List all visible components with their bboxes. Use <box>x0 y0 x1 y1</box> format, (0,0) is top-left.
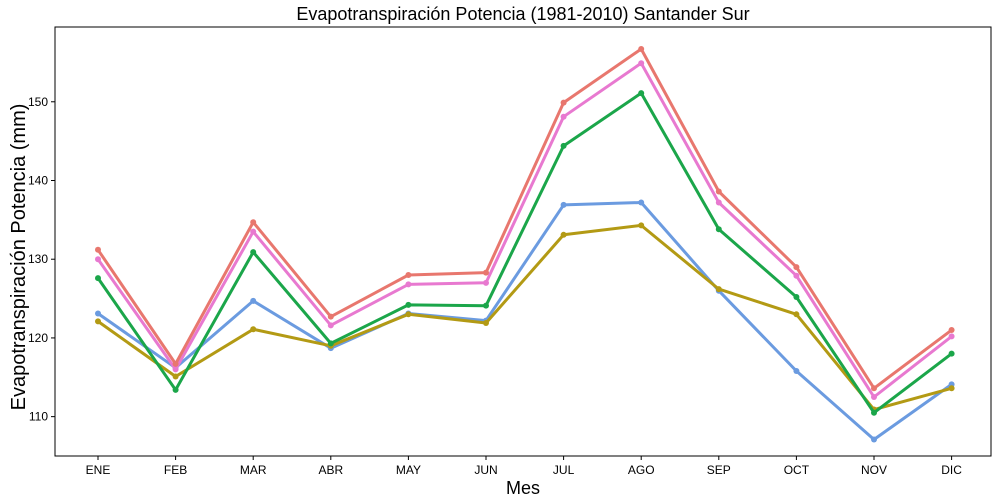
data-point <box>483 269 489 276</box>
x-tick-label: ENE <box>86 463 111 477</box>
x-tick-label: DIC <box>941 463 962 477</box>
data-point <box>405 301 412 308</box>
chart-title: Evapotranspiración Potencia (1981-2010) … <box>296 4 749 24</box>
data-point <box>638 46 645 53</box>
y-tick-label: 150 <box>28 95 48 109</box>
x-axis: ENE FEB MAR ABR MAY JUN JUL AGO SEP OCT NOV DIC <box>86 456 962 477</box>
data-point <box>871 409 877 416</box>
data-point <box>95 246 101 253</box>
series-3 <box>95 90 955 416</box>
data-point <box>172 366 179 373</box>
data-point <box>793 367 800 374</box>
data-point <box>715 286 722 293</box>
series-line <box>96 47 954 390</box>
data-point <box>560 142 567 149</box>
data-point <box>405 311 412 318</box>
data-point <box>871 385 877 392</box>
series-2 <box>95 222 955 413</box>
series-line <box>96 223 954 412</box>
y-axis: 110 120 130 140 150 <box>28 95 55 424</box>
data-point <box>638 199 645 206</box>
data-point <box>560 99 567 106</box>
x-tick-label: NOV <box>861 463 887 477</box>
data-point <box>405 281 412 288</box>
y-tick-label: 110 <box>29 410 48 424</box>
y-tick-label: 120 <box>28 331 48 345</box>
x-tick-label: AGO <box>628 463 655 477</box>
data-point <box>405 271 412 278</box>
data-point <box>327 322 334 329</box>
data-point <box>793 272 800 279</box>
data-point <box>172 386 179 393</box>
x-tick-label: ABR <box>318 463 343 477</box>
y-axis-label: Evapotranspiración Potencia (mm) <box>8 104 30 411</box>
data-point <box>483 319 489 326</box>
series-4 <box>95 60 955 400</box>
series-line <box>96 201 954 441</box>
series-line <box>96 61 954 399</box>
series-5 <box>95 46 955 392</box>
data-point <box>250 297 257 304</box>
x-tick-label: MAR <box>240 463 267 477</box>
data-point <box>172 360 179 367</box>
x-tick-label: FEB <box>164 463 187 477</box>
x-tick-label: JUN <box>474 463 497 477</box>
data-point <box>638 222 645 229</box>
data-point <box>95 275 101 282</box>
data-point <box>948 327 955 334</box>
data-point <box>250 326 257 333</box>
series-line <box>96 91 954 415</box>
data-point <box>715 199 722 206</box>
data-point <box>250 249 257 256</box>
data-point <box>793 264 800 271</box>
data-point <box>871 393 877 400</box>
data-point <box>327 313 334 320</box>
data-point <box>793 311 800 318</box>
plot-panel <box>54 26 992 457</box>
x-tick-label: OCT <box>784 463 810 477</box>
data-point <box>560 113 567 120</box>
data-point <box>948 350 955 357</box>
data-point <box>172 373 179 380</box>
series-layer <box>95 46 955 443</box>
data-point <box>560 231 567 238</box>
data-point <box>948 385 955 392</box>
data-point <box>948 333 955 340</box>
y-tick-label: 130 <box>28 252 48 266</box>
data-point <box>638 60 645 67</box>
data-point <box>250 228 257 235</box>
x-axis-label: Mes <box>506 478 540 498</box>
data-point <box>715 226 722 233</box>
data-point <box>250 219 257 226</box>
data-point <box>95 318 101 325</box>
data-point <box>871 436 877 443</box>
data-point <box>95 310 101 317</box>
data-point <box>327 340 334 347</box>
data-point <box>638 90 645 97</box>
data-point <box>483 279 489 286</box>
x-tick-label: SEP <box>707 463 731 477</box>
data-point <box>95 256 101 263</box>
y-tick-label: 140 <box>28 173 48 187</box>
data-point <box>560 201 567 208</box>
data-point <box>793 293 800 300</box>
x-tick-label: JUL <box>553 463 575 477</box>
data-point <box>483 302 489 309</box>
x-tick-label: MAY <box>396 463 421 477</box>
data-point <box>715 188 722 195</box>
